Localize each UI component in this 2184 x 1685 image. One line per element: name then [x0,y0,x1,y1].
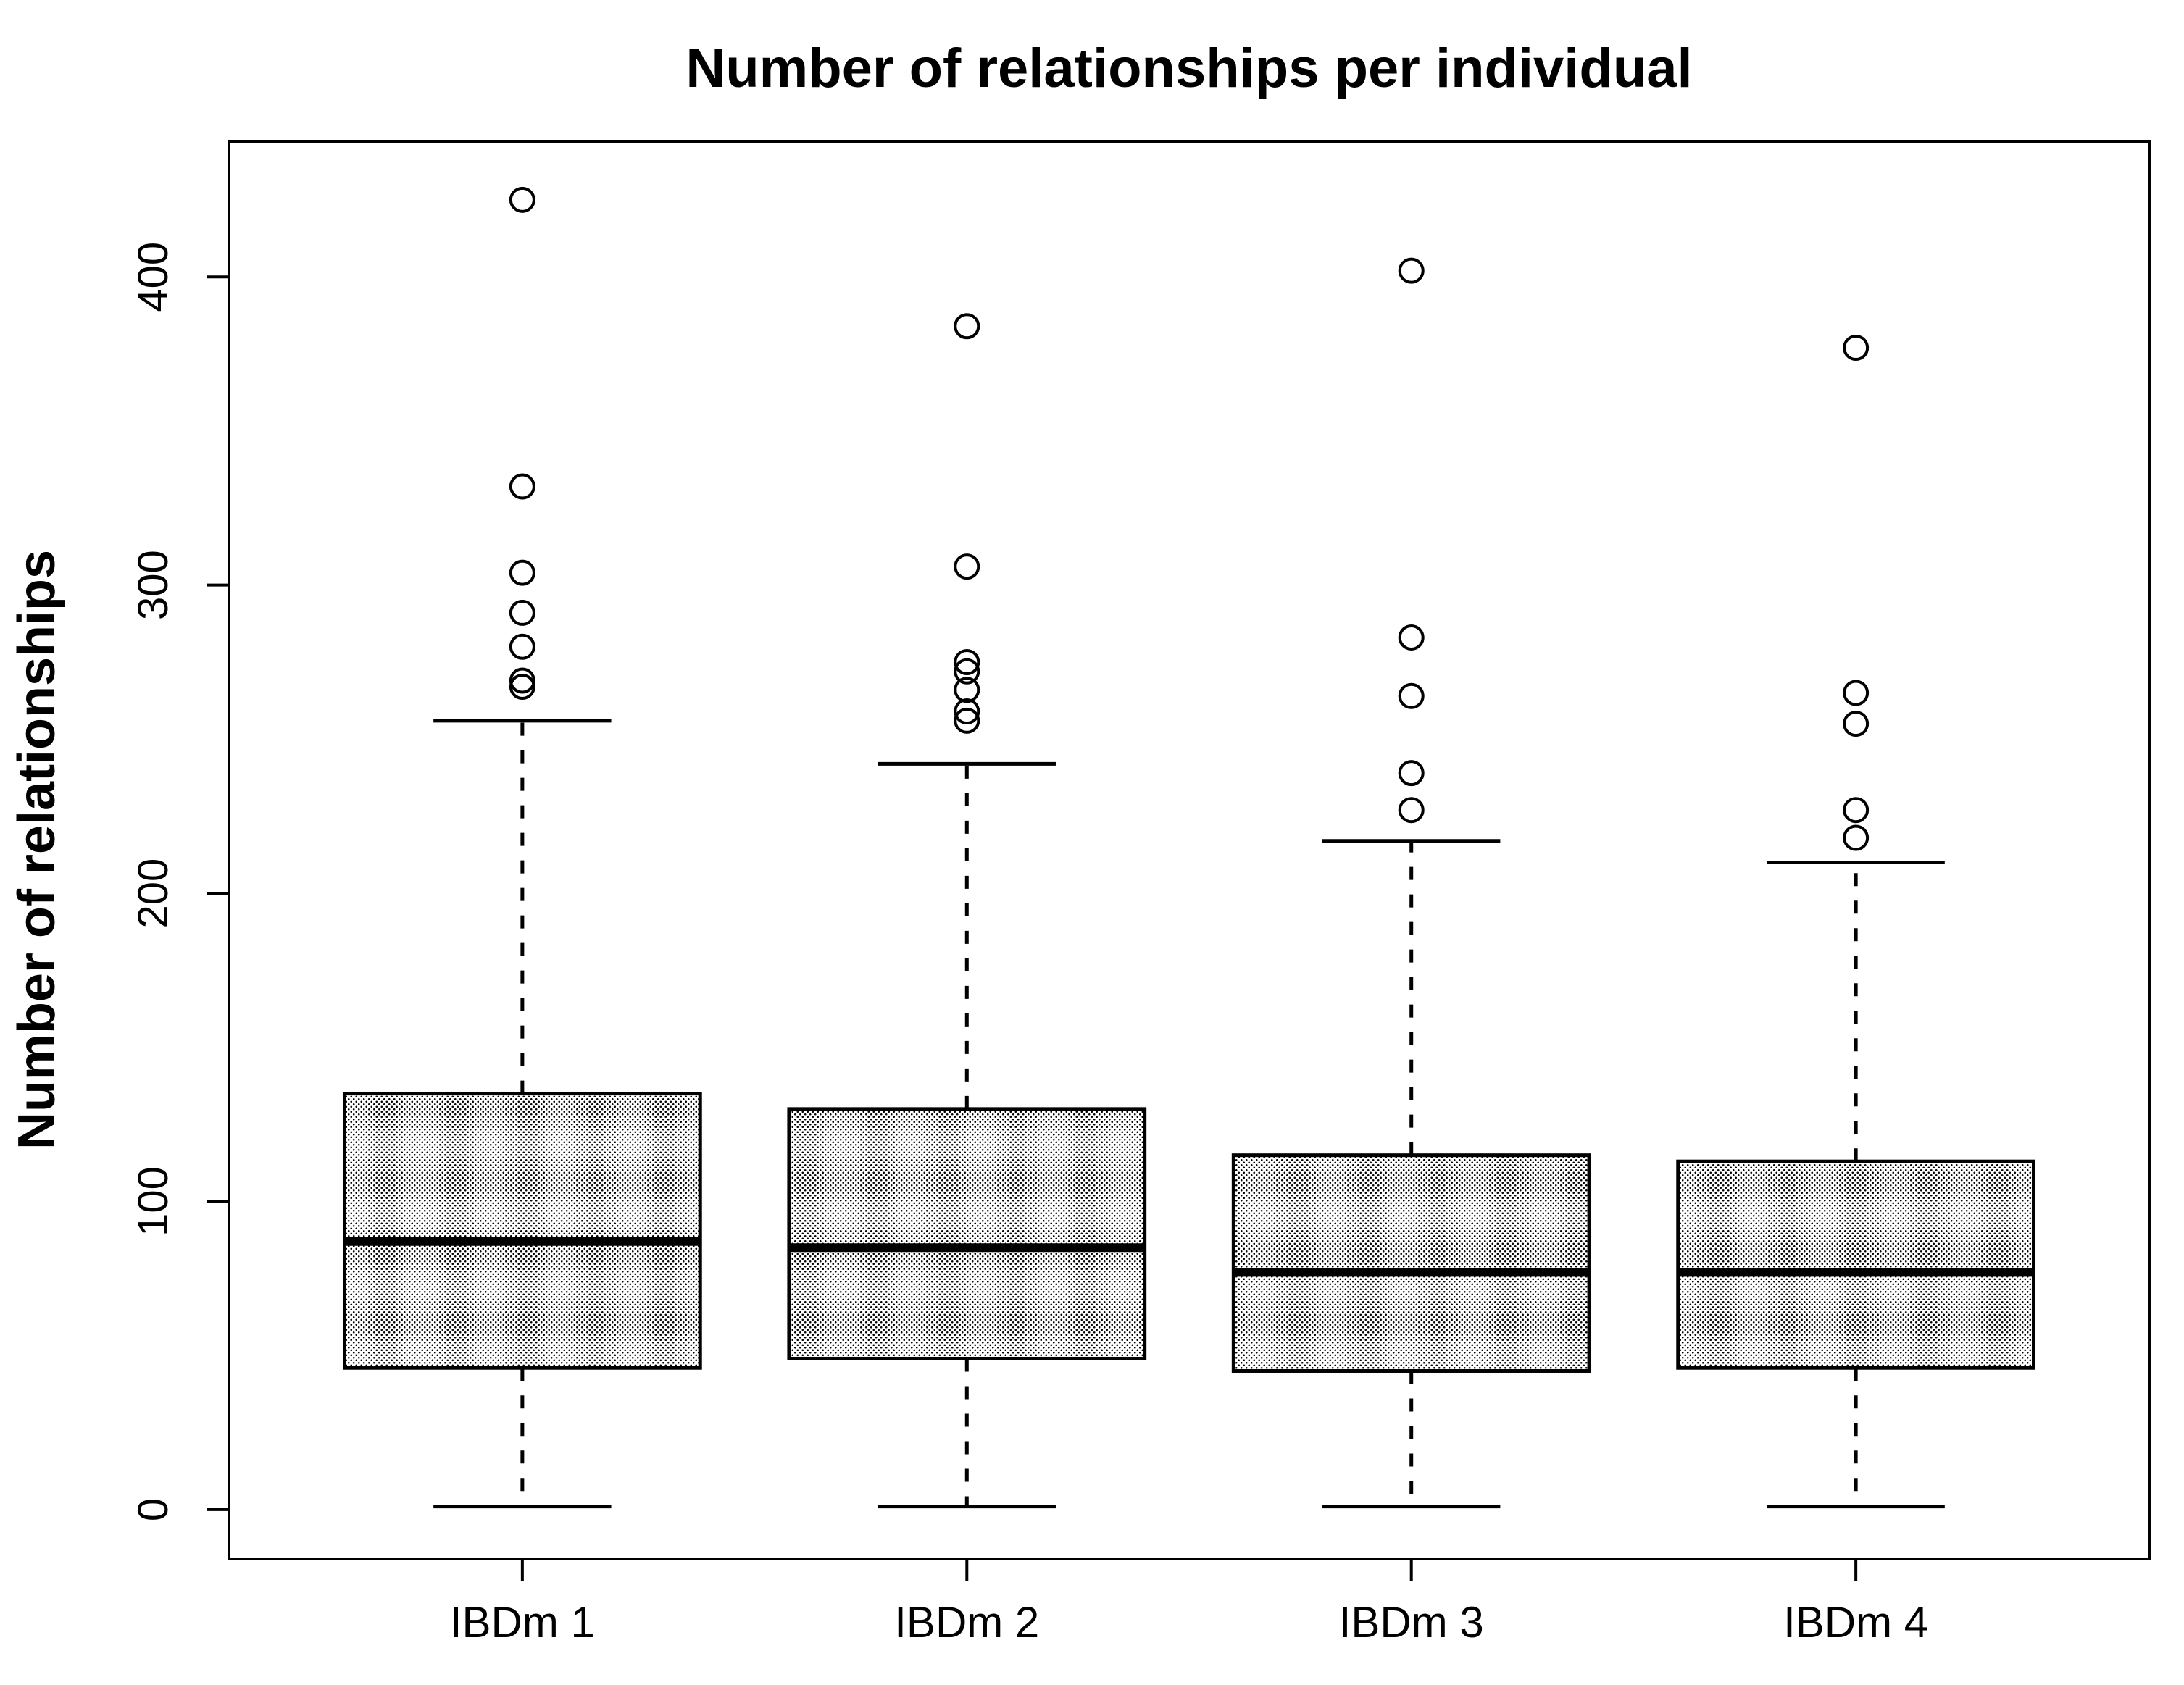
outlier-point [1843,797,1870,824]
outlier-point [509,633,535,660]
outlier-point [509,186,535,213]
boxes-layer: IBDm 1 IBDm 2 IBDm 3 IBDm 4 [342,186,2036,1647]
outlier-point [509,559,535,586]
x-category-label: IBDm 4 [1783,1598,1928,1647]
axes-layer: 0 100 200 300 400 [130,140,2151,1560]
iqr-box [1231,1153,1591,1373]
chart-title: Number of relationships per individual [685,38,1692,99]
outlier-point [1398,257,1425,284]
outlier-point [509,667,535,694]
y-tick-label: 0 [130,1498,177,1521]
y-axis-title: Number of relationships [8,550,66,1150]
iqr-box [342,1092,702,1370]
outlier-point [954,658,980,685]
iqr-box [787,1107,1147,1360]
outlier-point [1398,624,1425,651]
outlier-point [1843,680,1870,706]
y-tick-label: 100 [130,1166,177,1237]
outlier-point [509,473,535,500]
outlier-point [954,313,980,340]
outlier-point [509,599,535,626]
plot-border [228,140,2151,1560]
outlier-point [1843,711,1870,737]
outlier-point [954,553,980,580]
iqr-box [1676,1159,2036,1370]
outlier-point [1843,335,1870,361]
outlier-point [1398,797,1425,824]
outlier-point [509,674,535,701]
y-tick-label: 300 [130,550,177,620]
outlier-point [1398,682,1425,709]
x-category-label: IBDm 1 [450,1598,595,1647]
outlier-point [954,707,980,734]
box-group-ibdm-1: IBDm 1 [342,186,702,1647]
x-category-label: IBDm 2 [894,1598,1039,1647]
outlier-point [954,677,980,703]
y-tick-label: 200 [130,858,177,929]
box-group-ibdm-4: IBDm 4 [1676,335,2036,1647]
x-category-label: IBDm 3 [1339,1598,1484,1647]
box-group-ibdm-3: IBDm 3 [1231,257,1591,1647]
box-group-ibdm-2: IBDm 2 [787,313,1147,1647]
y-tick-label: 400 [130,242,177,312]
outlier-point [954,698,980,725]
outlier-point [954,648,980,675]
outlier-point [1398,760,1425,787]
outlier-point [1843,824,1870,851]
